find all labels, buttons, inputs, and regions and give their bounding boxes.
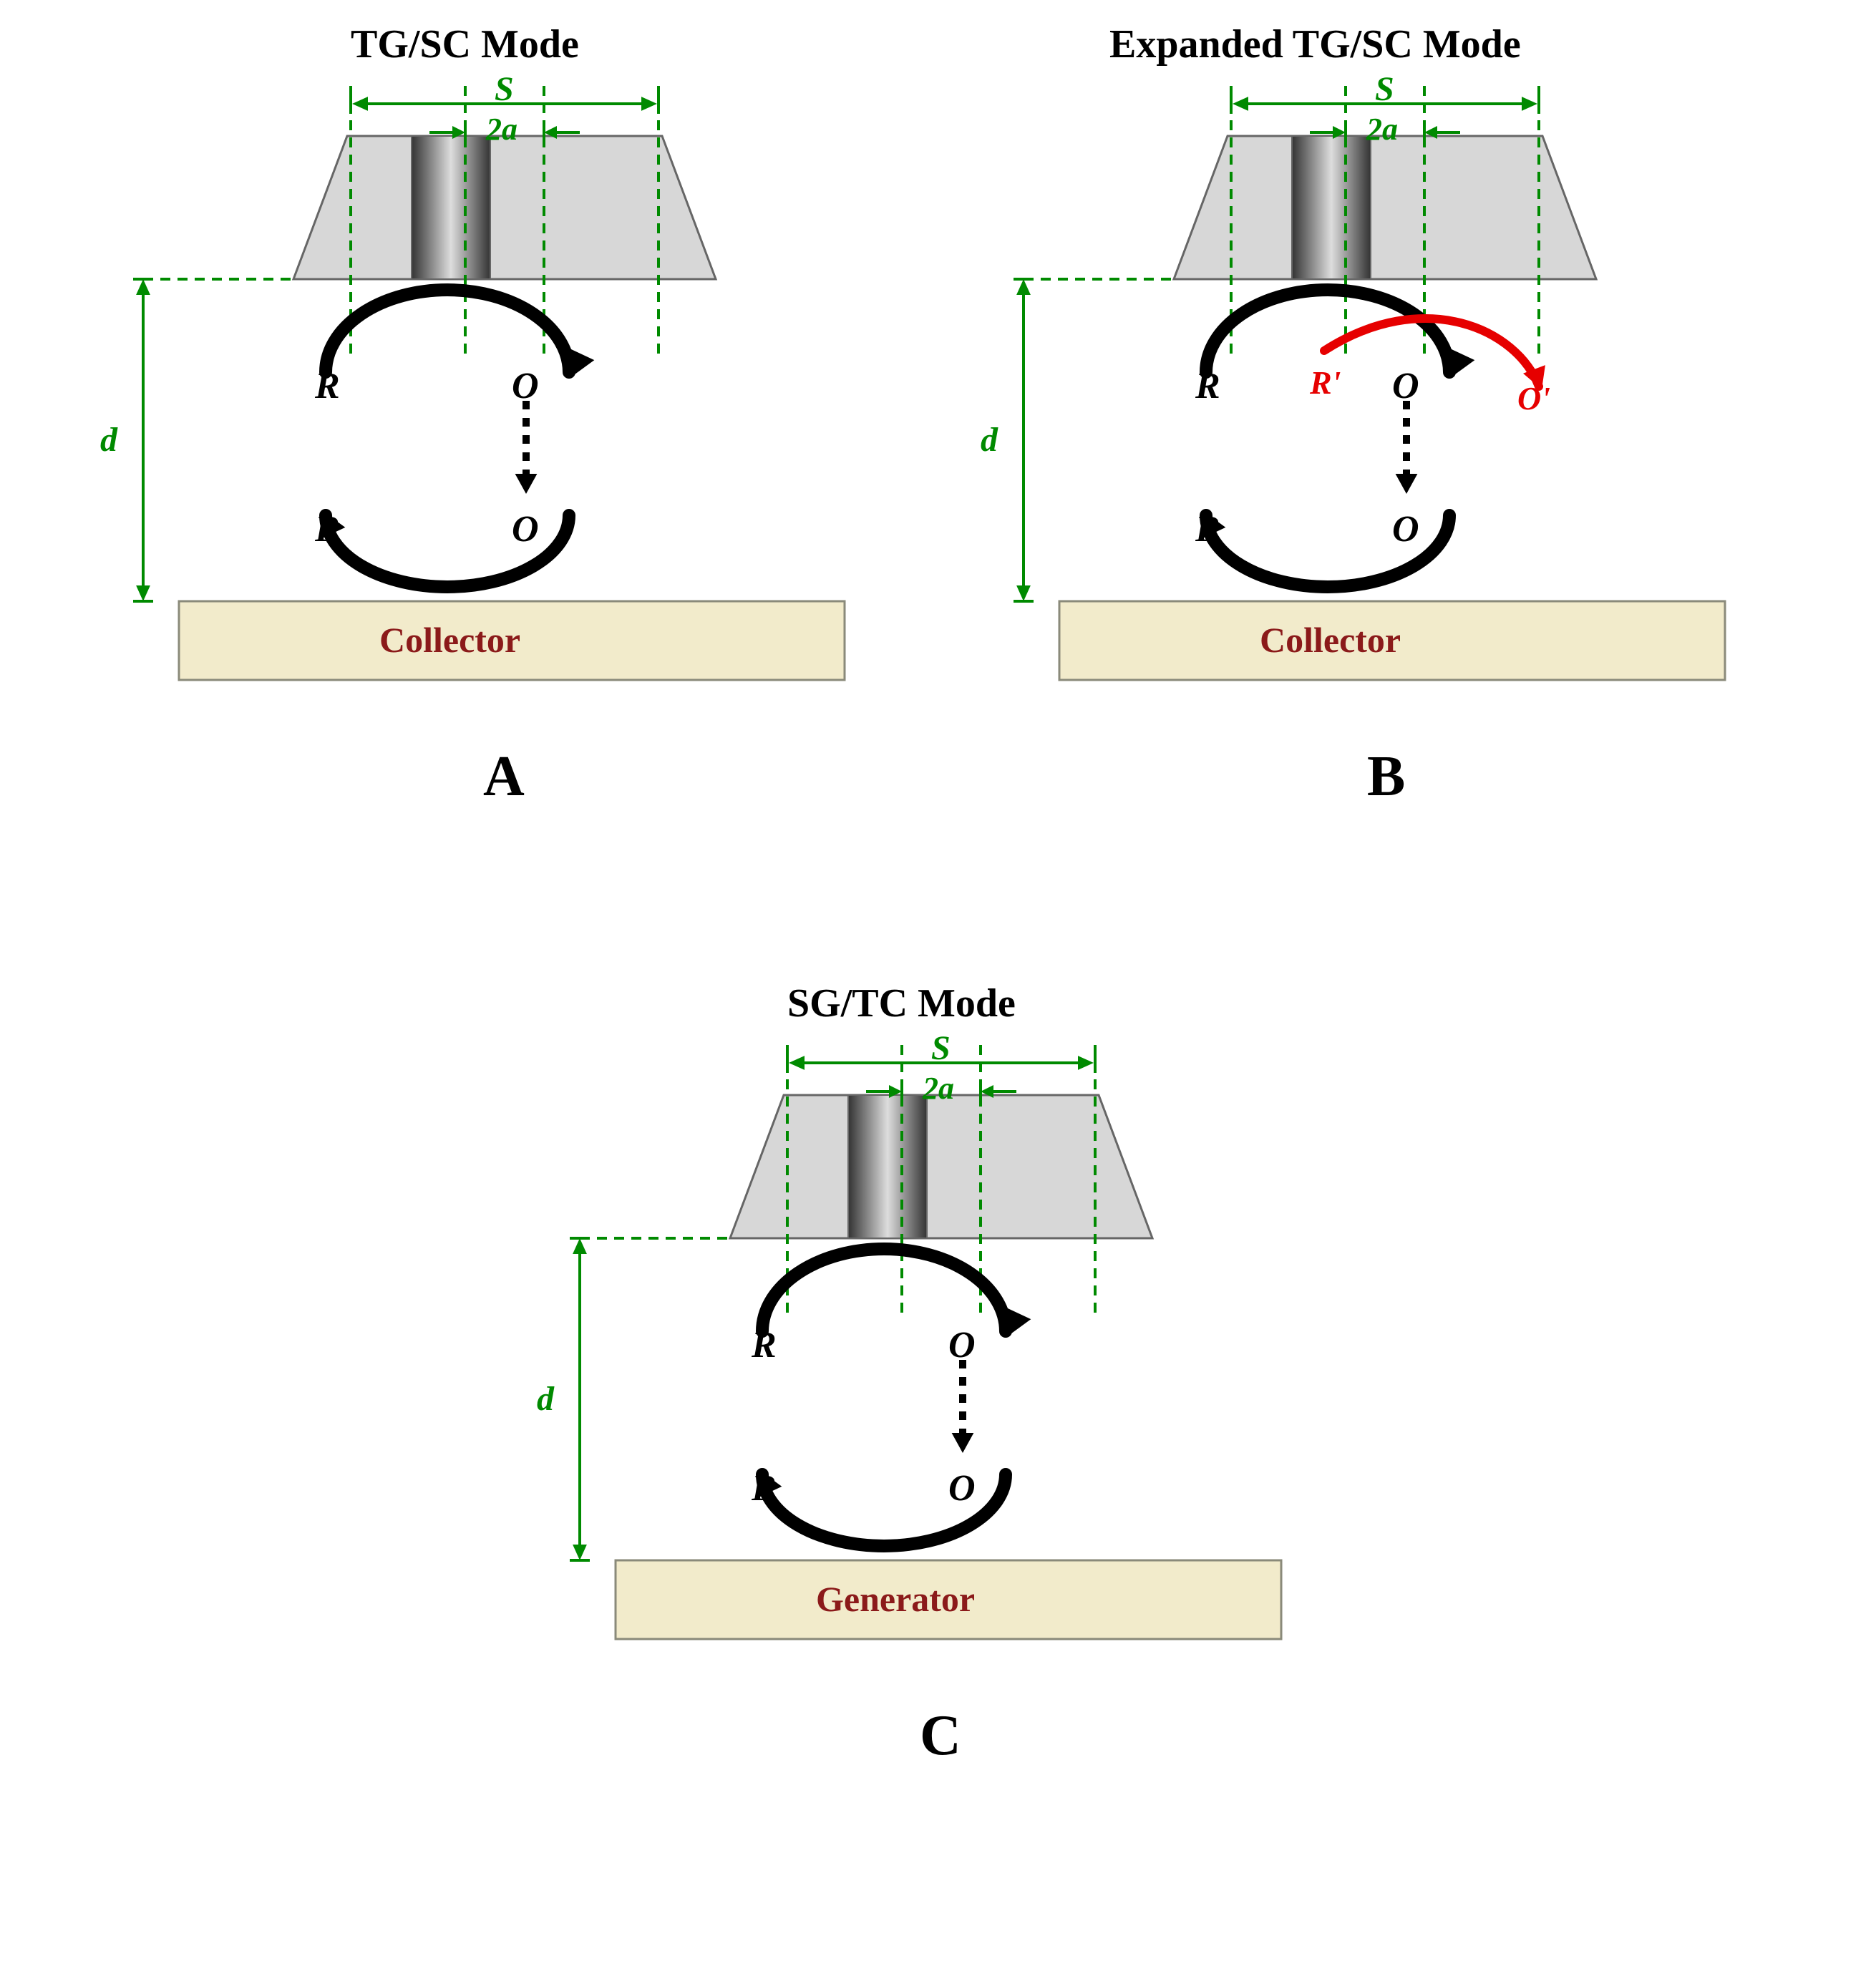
species-O_bot: O (512, 508, 539, 550)
species-R_bot: R (752, 1467, 777, 1509)
dim-label-d: d (100, 420, 117, 460)
dim-label-2a: 2a (486, 111, 517, 147)
species-R_top: R (315, 365, 340, 407)
panel-C: SG/TC ModeCS2adROROGenerator (523, 981, 1381, 1804)
species-R_bot: R (1195, 508, 1220, 550)
panel-letter: B (1367, 744, 1405, 809)
panel-letter: C (920, 1703, 961, 1769)
species-R_top: R (752, 1324, 777, 1366)
dim-label-S: S (1375, 69, 1394, 109)
species-O_top: O (512, 365, 539, 407)
species-O-prime: O' (1517, 379, 1550, 417)
substrate-label: Collector (379, 619, 520, 661)
dim-label-d: d (537, 1379, 554, 1419)
species-R-prime: R' (1310, 364, 1341, 402)
substrate-label: Generator (816, 1578, 975, 1620)
species-R_top: R (1195, 365, 1220, 407)
dim-label-S: S (931, 1029, 951, 1068)
species-O_top: O (1392, 365, 1419, 407)
species-O_bot: O (948, 1467, 976, 1509)
dim-label-2a: 2a (1366, 111, 1398, 147)
dim-label-S: S (495, 69, 514, 109)
species-O_top: O (948, 1324, 976, 1366)
figure-root: TG/SC ModeAS2adROROCollectorExpanded TG/… (0, 0, 1876, 1979)
dim-label-d: d (981, 420, 998, 460)
dim-label-2a: 2a (923, 1070, 954, 1107)
panel-A: TG/SC ModeAS2adROROCollector (86, 21, 945, 845)
panel-B: Expanded TG/SC ModeBS2adROROR'O'Collecto… (966, 21, 1825, 845)
species-R_bot: R (315, 508, 340, 550)
panel-letter: A (483, 744, 525, 809)
species-O_bot: O (1392, 508, 1419, 550)
substrate-label: Collector (1260, 619, 1401, 661)
